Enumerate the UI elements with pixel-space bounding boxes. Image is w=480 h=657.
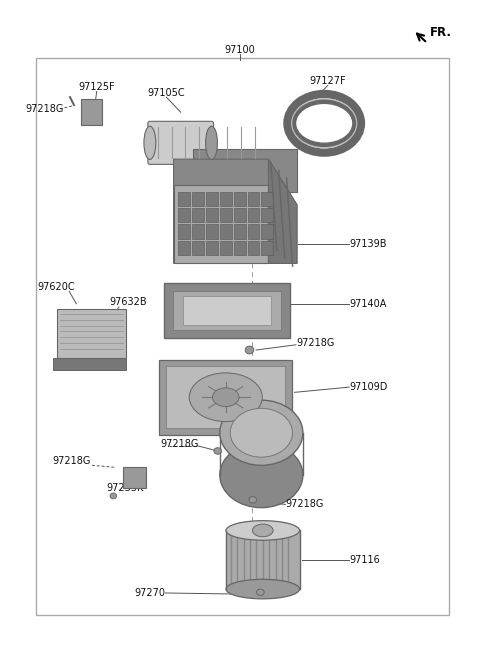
Bar	[36, 58, 449, 615]
FancyBboxPatch shape	[148, 122, 214, 164]
Ellipse shape	[245, 346, 254, 354]
Bar	[261, 208, 273, 222]
Bar	[234, 192, 246, 206]
Text: 97218G: 97218G	[52, 456, 91, 466]
Ellipse shape	[296, 103, 353, 143]
Bar	[167, 367, 285, 428]
Ellipse shape	[226, 521, 300, 540]
Text: 97218G: 97218G	[296, 338, 335, 348]
Bar	[81, 99, 102, 125]
Text: 97140A: 97140A	[349, 299, 386, 309]
Bar	[164, 283, 290, 338]
Text: 97139B: 97139B	[349, 238, 386, 249]
Bar	[173, 290, 281, 330]
Bar	[159, 360, 292, 435]
Text: 97105C: 97105C	[148, 87, 185, 98]
Bar	[234, 240, 246, 255]
Text: 97100: 97100	[225, 45, 255, 55]
Bar	[123, 467, 145, 488]
Bar	[179, 192, 190, 206]
Bar	[192, 208, 204, 222]
Ellipse shape	[110, 493, 117, 499]
Bar	[192, 240, 204, 255]
Ellipse shape	[189, 373, 262, 422]
Text: FR.: FR.	[430, 26, 452, 39]
Bar	[206, 224, 218, 238]
Bar	[192, 192, 204, 206]
Bar	[261, 192, 273, 206]
Ellipse shape	[144, 126, 156, 160]
Bar	[248, 192, 259, 206]
Bar	[53, 358, 126, 369]
Bar	[206, 192, 218, 206]
Text: 97218G: 97218G	[25, 104, 64, 114]
Ellipse shape	[226, 579, 300, 599]
Bar	[248, 240, 259, 255]
Ellipse shape	[220, 400, 303, 465]
Bar	[206, 208, 218, 222]
Bar	[220, 208, 232, 222]
Text: 97632B: 97632B	[110, 298, 147, 307]
Text: 97116: 97116	[349, 555, 380, 565]
Bar	[220, 224, 232, 238]
Ellipse shape	[257, 589, 264, 596]
Bar	[179, 208, 190, 222]
Bar	[179, 240, 190, 255]
Bar	[179, 224, 190, 238]
Ellipse shape	[230, 408, 292, 457]
Bar	[183, 296, 271, 325]
Text: 97235K: 97235K	[107, 483, 144, 493]
Bar	[234, 224, 246, 238]
Ellipse shape	[291, 98, 357, 148]
Text: 97127F: 97127F	[310, 76, 346, 86]
Bar	[220, 192, 232, 206]
Bar	[220, 240, 232, 255]
Bar	[192, 224, 204, 238]
Polygon shape	[174, 185, 268, 263]
Text: 97218G: 97218G	[286, 499, 324, 509]
Bar	[248, 224, 259, 238]
Bar	[248, 208, 259, 222]
Bar	[206, 240, 218, 255]
Bar	[57, 309, 126, 358]
Bar	[234, 208, 246, 222]
Ellipse shape	[249, 497, 257, 503]
Text: 97270: 97270	[134, 588, 165, 598]
Ellipse shape	[214, 447, 221, 454]
Ellipse shape	[205, 126, 217, 160]
Polygon shape	[268, 159, 297, 263]
Text: 97218G: 97218G	[160, 439, 198, 449]
Polygon shape	[174, 159, 297, 263]
Text: 97109D: 97109D	[349, 382, 387, 392]
Text: 97125F: 97125F	[78, 83, 115, 93]
Ellipse shape	[252, 524, 273, 537]
Bar	[261, 240, 273, 255]
Polygon shape	[192, 149, 297, 192]
Ellipse shape	[213, 388, 239, 407]
Ellipse shape	[220, 443, 303, 508]
Text: 97620C: 97620C	[37, 283, 75, 292]
Bar	[261, 224, 273, 238]
